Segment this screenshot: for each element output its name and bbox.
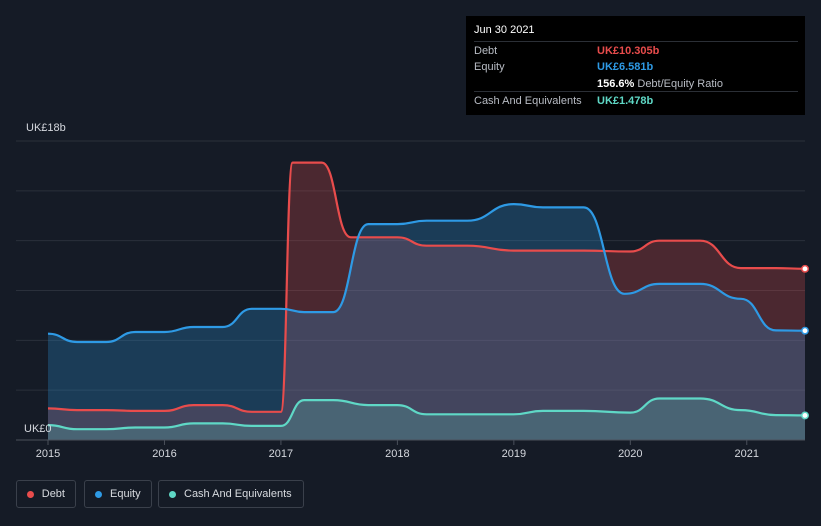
tooltip-date: Jun 30 2021 [474, 24, 535, 36]
x-axis: 2015 2016 2017 2018 2019 2020 2021 [16, 439, 805, 460]
line-equity [47, 202, 806, 344]
tooltip-row-cash: Cash And Equivalents UK£1.478b [474, 91, 798, 109]
y-axis-top-label: UK£18b [26, 122, 66, 134]
tooltip-ratio-number: 156.6% [597, 78, 635, 90]
legend-equity-dot [95, 490, 102, 498]
tooltip-equity-value: UK£6.581b [597, 61, 654, 73]
line-cash-and-equivalents [47, 397, 806, 431]
tooltip-cash-value: UK£1.478b [597, 95, 654, 107]
x-tick-label-2020: 2020 [618, 448, 642, 460]
y-axis-bottom-label: UK£0 [24, 423, 52, 435]
legend-equity-label: Equity [110, 488, 141, 500]
tooltip-panel: Jun 30 2021 Debt UK£10.305b Equity UK£6.… [466, 16, 805, 115]
legend-debt-label: Debt [41, 488, 65, 500]
legend-debt[interactable]: Debt [16, 480, 76, 508]
line-debt [47, 161, 806, 413]
area-equity [48, 204, 805, 440]
area-cash-and-equivalents [48, 398, 805, 440]
tooltip-row-ratio: 156.6% Debt/Equity Ratio [474, 75, 798, 92]
tooltip-debt-value: UK£10.305b [597, 45, 660, 57]
x-tick-label-2015: 2015 [36, 448, 60, 460]
legend-cash-dot [169, 490, 176, 498]
x-tick-label-2016: 2016 [152, 448, 176, 460]
tooltip-row-equity: Equity UK£6.581b [474, 58, 798, 75]
x-tick-label-2021: 2021 [735, 448, 759, 460]
x-tick-label-2018: 2018 [385, 448, 409, 460]
tooltip-cash-label: Cash And Equivalents [474, 95, 582, 107]
series-lines [47, 161, 806, 431]
tooltip-ratio-value: 156.6% Debt/Equity Ratio [597, 78, 723, 90]
tooltip-debt-label: Debt [474, 45, 498, 57]
legend-debt-dot [27, 490, 34, 498]
end-markers [801, 264, 809, 420]
endpoint-equity [801, 326, 809, 335]
x-tick-label-2017: 2017 [269, 448, 293, 460]
legend-cash-label: Cash And Equivalents [184, 488, 292, 500]
area-fills [48, 162, 805, 440]
legend-equity[interactable]: Equity [84, 480, 152, 508]
tooltip-equity-label: Equity [474, 61, 505, 73]
endpoint-debt [801, 264, 809, 273]
tooltip-row-debt: Debt UK£10.305b [474, 41, 798, 59]
x-tick-label-2019: 2019 [502, 448, 526, 460]
legend-cash[interactable]: Cash And Equivalents [158, 480, 304, 508]
tooltip-ratio-label: Debt/Equity Ratio [637, 78, 723, 90]
endpoint-cash-and-equivalents [801, 411, 809, 420]
area-debt [48, 162, 805, 440]
